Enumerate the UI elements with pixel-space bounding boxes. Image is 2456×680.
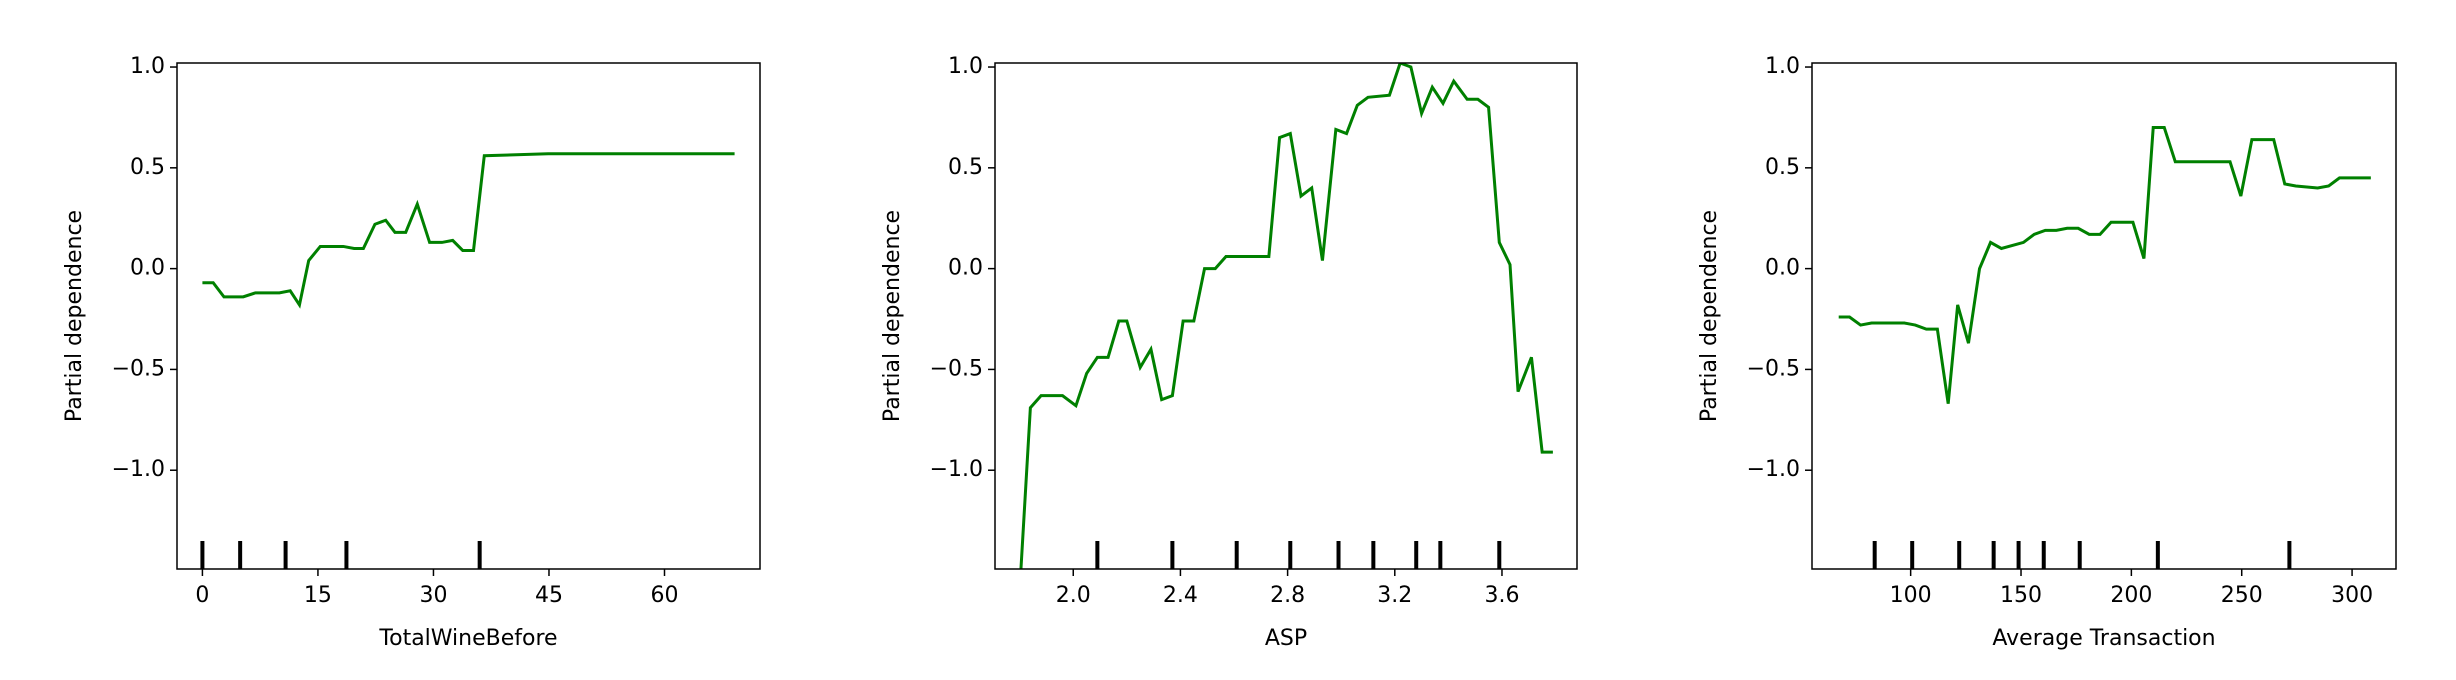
y-axis-label: Partial dependence: [62, 210, 87, 422]
y-axis-label: Partial dependence: [1697, 210, 1722, 422]
y-tick-label: 0.5: [948, 155, 983, 180]
x-tick-label: 60: [651, 583, 679, 608]
x-tick-label: 0: [195, 583, 209, 608]
x-tick-label: 3.6: [1484, 583, 1519, 608]
x-tick-label: 200: [2110, 583, 2152, 608]
subplot: 100 150 200 250 300 −1.0 −0.5 0.0 0.5 1.0 Average …: [1697, 54, 2397, 651]
y-tick-label: 1.0: [948, 54, 983, 79]
subplot: 0 15 30 45 60 −1.0 −0.5 0.0 0.5 1.0 TotalWineBefor…: [62, 54, 761, 651]
x-tick-label: 300: [2331, 583, 2373, 608]
x-tick-label: 15: [304, 583, 332, 608]
x-tick-label: 30: [419, 583, 447, 608]
x-tick-label: 2.8: [1270, 583, 1305, 608]
y-tick-label: 0.0: [130, 256, 165, 281]
y-tick-label: −1.0: [1747, 457, 1800, 482]
x-axis-label: ASP: [1265, 626, 1307, 651]
x-tick-label: 2.4: [1163, 583, 1198, 608]
subplot: 2.0 2.4 2.8 3.2 3.6 −1.0 −0.5 0.0 0.5 1.0 ASP Parti…: [880, 54, 1578, 651]
y-tick-label: −1.0: [930, 457, 983, 482]
pd-line: [1019, 63, 1553, 569]
y-tick-label: 0.0: [1765, 256, 1800, 281]
x-tick-label: 45: [535, 583, 563, 608]
y-tick-label: 0.5: [1765, 155, 1800, 180]
y-tick-label: −0.5: [1747, 356, 1800, 381]
y-tick-label: 0.0: [948, 256, 983, 281]
x-axis-label: Average Transaction: [1992, 626, 2215, 651]
y-tick-label: 1.0: [130, 54, 165, 79]
y-axis-label: Partial dependence: [880, 210, 905, 422]
axes-frame: [994, 62, 1578, 570]
x-tick-label: 100: [1890, 583, 1932, 608]
pd-line: [202, 152, 735, 309]
pd-line: [1838, 126, 2371, 404]
y-tick-label: 0.5: [130, 155, 165, 180]
x-tick-label: 3.2: [1377, 583, 1412, 608]
y-tick-label: −0.5: [930, 356, 983, 381]
x-tick-label: 150: [2000, 583, 2042, 608]
y-tick-label: 1.0: [1765, 54, 1800, 79]
axes-frame: [1811, 62, 2397, 570]
x-tick-label: 250: [2221, 583, 2263, 608]
axes-frame: [176, 62, 761, 570]
y-tick-label: −1.0: [112, 457, 165, 482]
x-tick-label: 2.0: [1056, 583, 1091, 608]
y-tick-label: −0.5: [112, 356, 165, 381]
x-axis-label: TotalWineBefore: [378, 626, 557, 651]
